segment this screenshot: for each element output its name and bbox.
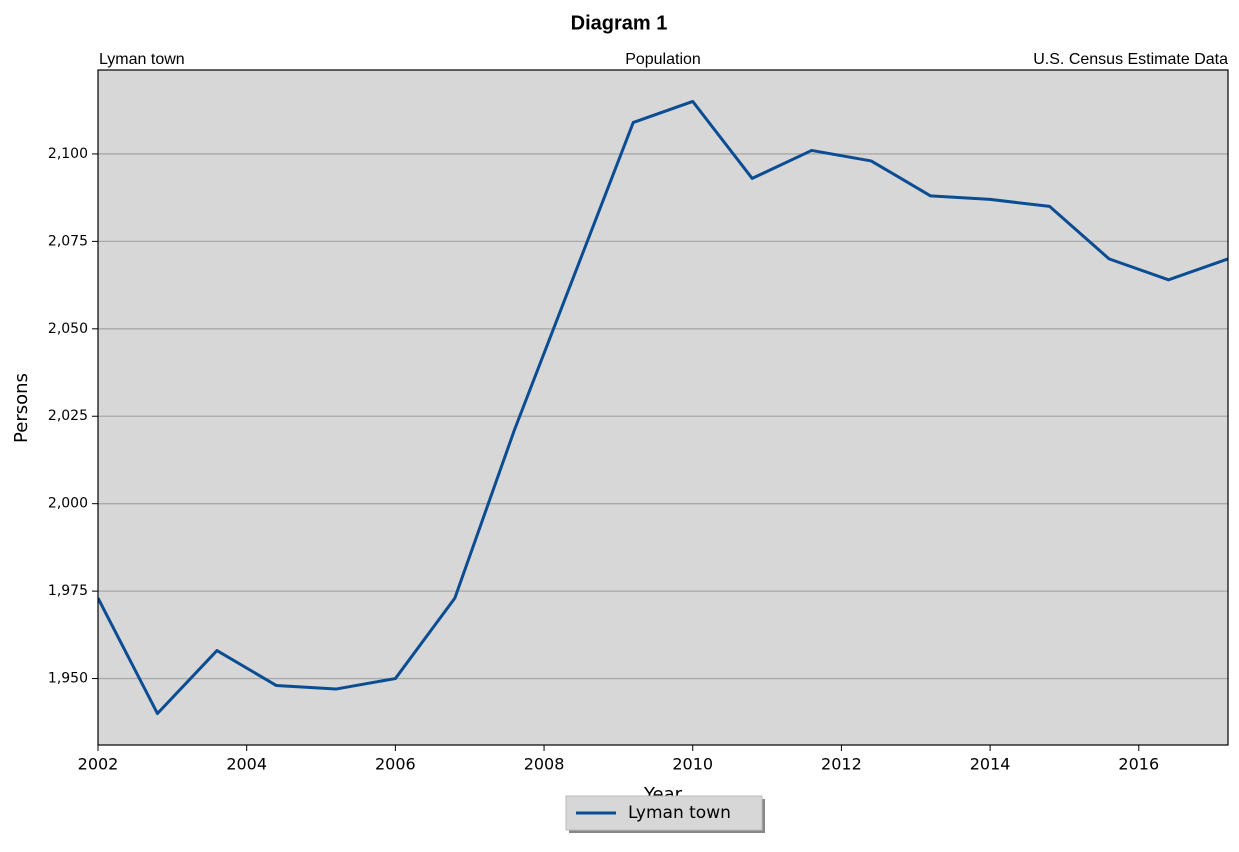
x-tick-label: 2008 <box>524 755 565 774</box>
data-line <box>98 99 1228 716</box>
y-tick-label: 2,050 <box>48 321 88 337</box>
subtitle-right: U.S. Census Estimate Data <box>1033 51 1228 68</box>
legend-label: Lyman town <box>628 803 731 823</box>
subtitle-left: Lyman town <box>99 51 185 68</box>
y-tick-label: 1,950 <box>48 671 88 687</box>
y-tick-label: 1,975 <box>48 583 88 599</box>
x-tick-label: 2010 <box>672 755 713 774</box>
x-tick-label: 2016 <box>1118 755 1159 774</box>
y-tick-label: 2,100 <box>48 146 88 162</box>
y-axis-label: Persons <box>11 373 32 443</box>
x-tick-label: 2014 <box>970 755 1011 774</box>
x-tick-label: 2002 <box>78 755 119 774</box>
chart-title: Diagram 1 <box>571 12 668 34</box>
x-tick-label: 2004 <box>226 755 267 774</box>
y-tick-label: 2,075 <box>48 233 88 249</box>
plot-area <box>98 70 1228 745</box>
x-tick-label: 2006 <box>375 755 416 774</box>
subtitle-center: Population <box>625 51 701 68</box>
y-tick-label: 2,025 <box>48 408 88 424</box>
plot-frame <box>97 69 1229 746</box>
x-tick-label: 2012 <box>821 755 862 774</box>
y-tick-label: 2,000 <box>48 496 88 512</box>
